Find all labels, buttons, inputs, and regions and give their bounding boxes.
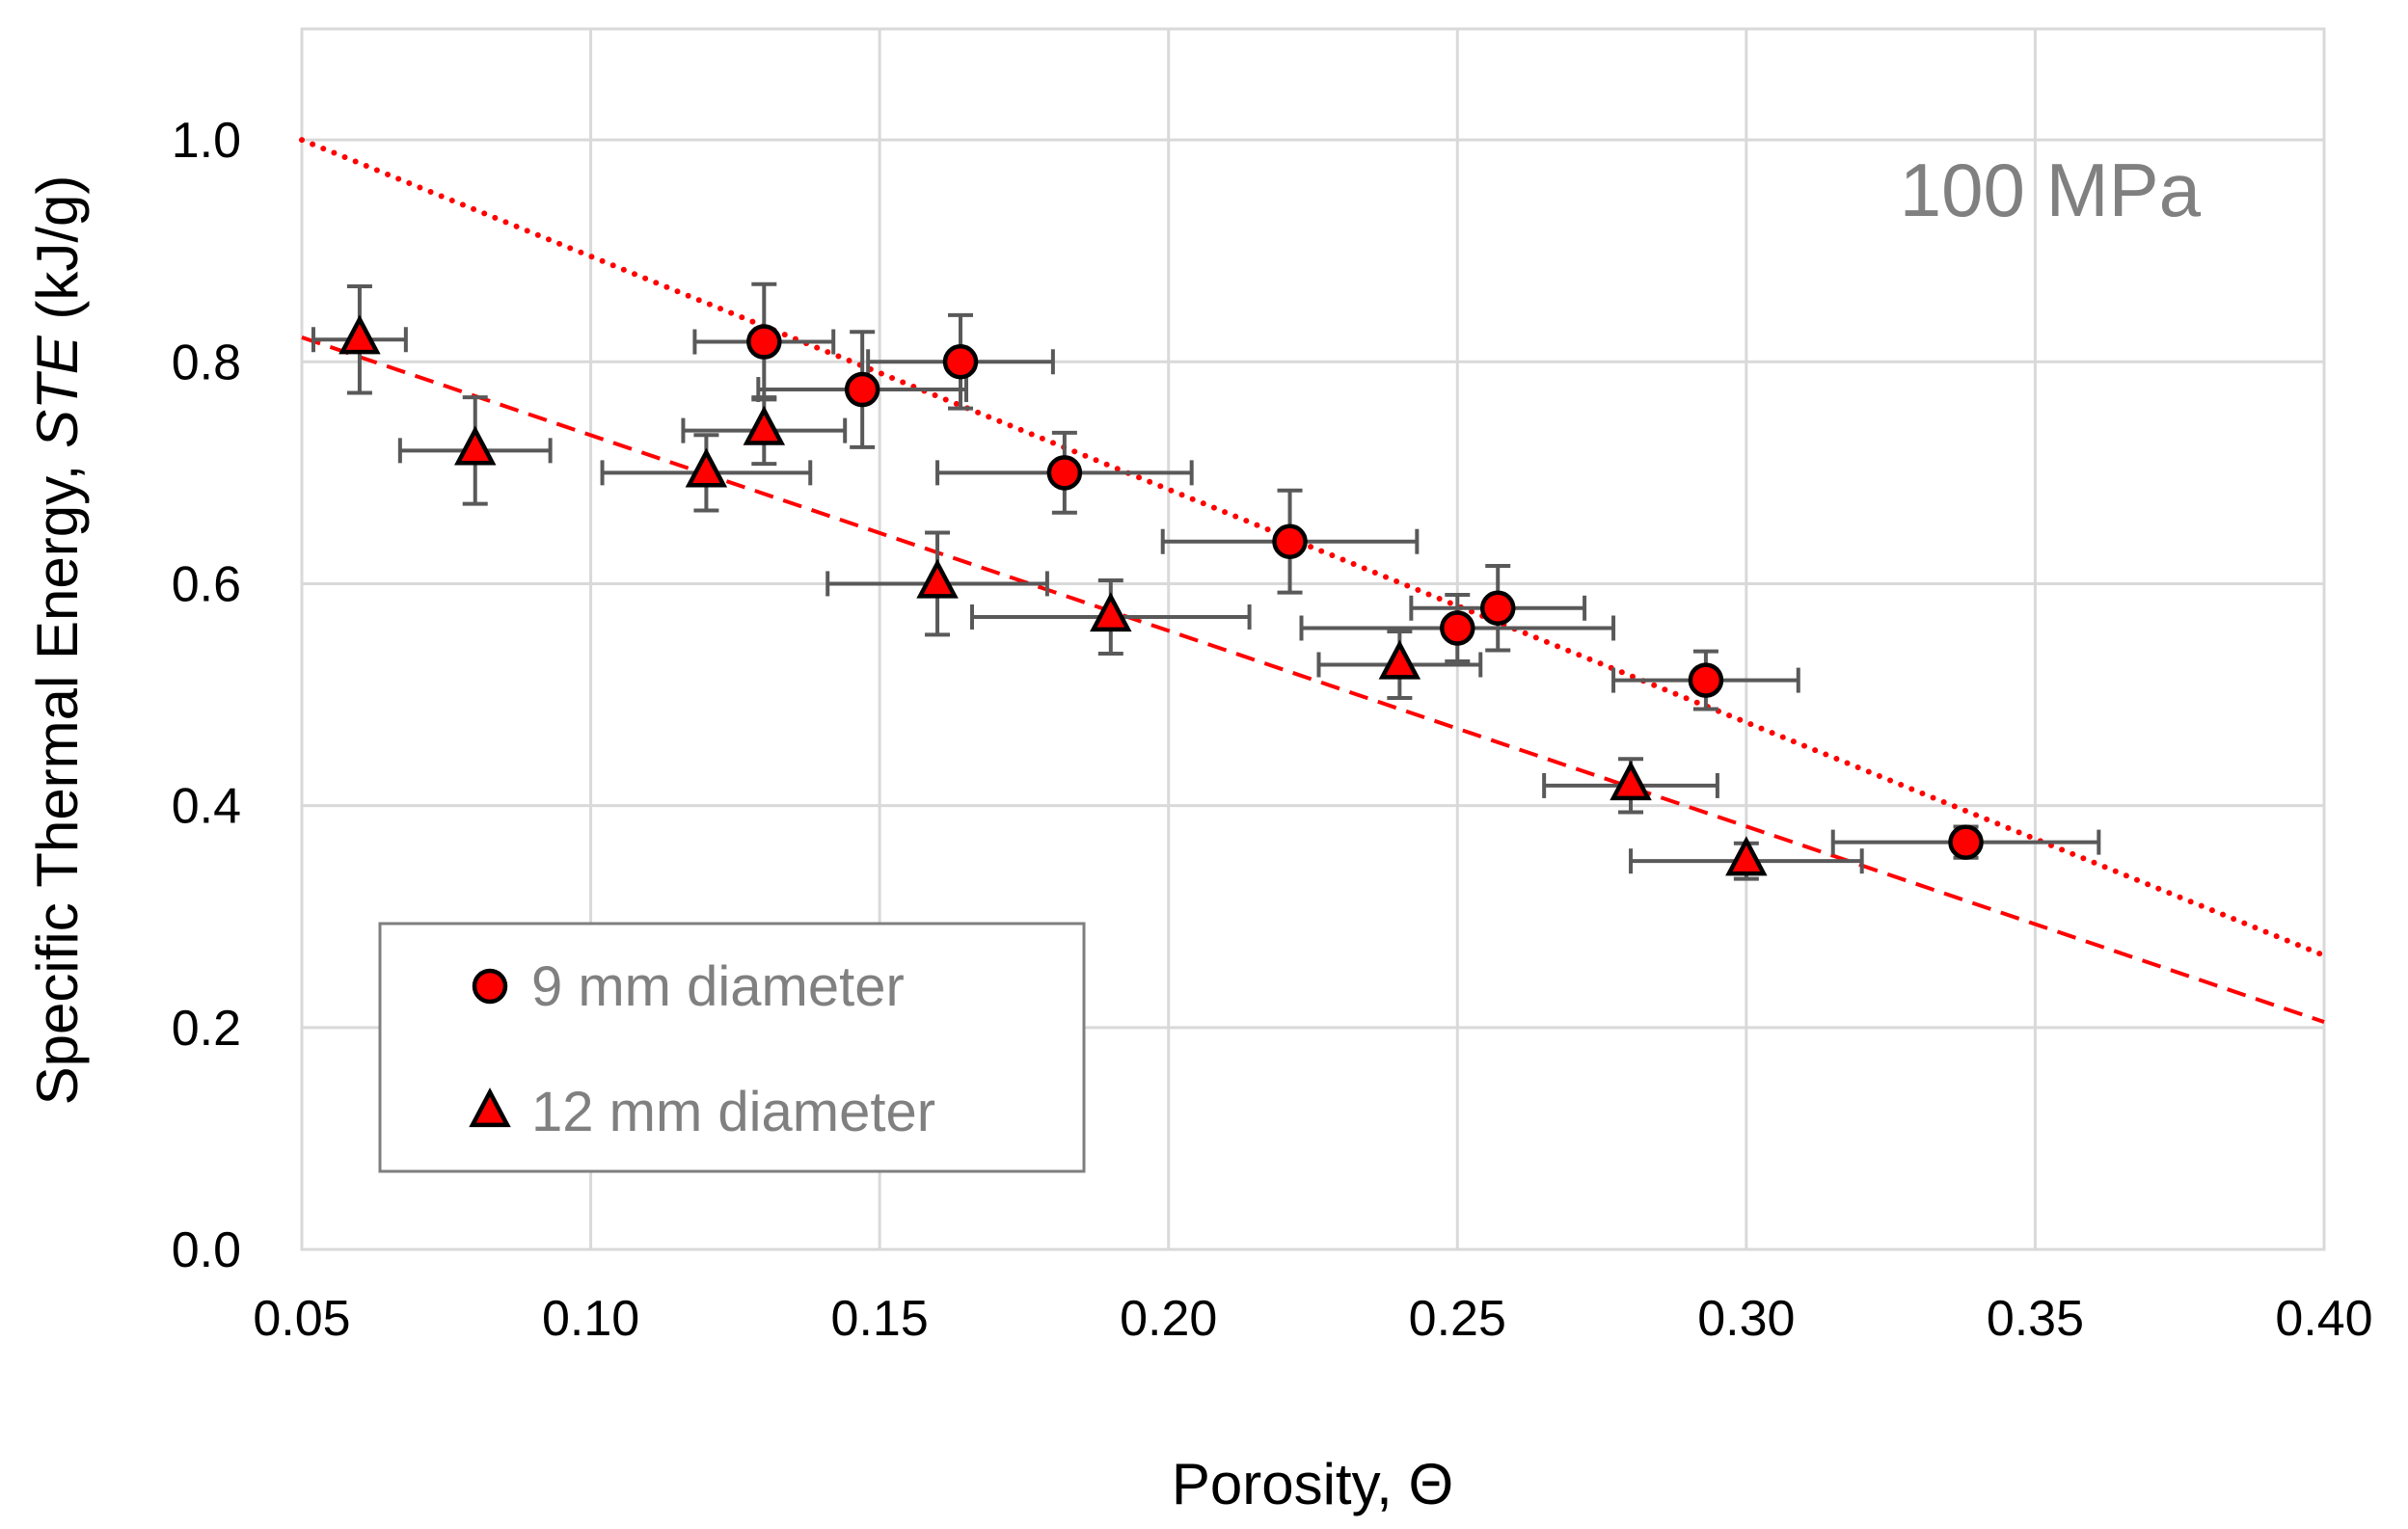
data-point-9mm xyxy=(1440,610,1475,646)
legend-label-9mm: 9 mm diameter xyxy=(531,955,905,1018)
x-axis-title: Porosity, Θ xyxy=(1172,1452,1453,1516)
trendline-12mm xyxy=(301,335,2325,1024)
legend-marker-9mm xyxy=(472,968,508,1005)
error-bars xyxy=(311,282,2101,881)
data-point-12mm xyxy=(1610,761,1652,801)
x-tick-label: 0.15 xyxy=(831,1291,929,1347)
legend-marker-12mm xyxy=(469,1087,511,1128)
y-tick-label: 0.6 xyxy=(172,556,241,612)
y-tick-label: 1.0 xyxy=(172,113,241,169)
data-markers xyxy=(338,314,1984,876)
data-point-12mm xyxy=(1090,592,1132,632)
data-point-9mm xyxy=(1046,455,1083,491)
legend-circle-marker xyxy=(472,968,508,1005)
pressure-annotation: 100 MPa xyxy=(1900,148,2202,232)
grid xyxy=(300,29,2326,1251)
data-point-9mm xyxy=(1479,590,1516,627)
data-point-12mm xyxy=(743,405,786,445)
x-tick-label: 0.35 xyxy=(1987,1291,2084,1347)
legend: 9 mm diameter 12 mm diameter xyxy=(378,922,1086,1173)
data-point-12mm xyxy=(1725,836,1768,876)
y-tick-label: 0.4 xyxy=(172,779,241,835)
y-tick-label: 0.0 xyxy=(172,1222,241,1278)
data-point-9mm xyxy=(746,324,782,360)
data-point-12mm xyxy=(1378,639,1421,680)
data-point-12mm xyxy=(338,314,381,355)
data-point-9mm xyxy=(1948,824,1984,860)
y-axis-title: Specific Thermal Energy, STE (kJ/g) xyxy=(25,175,90,1106)
data-point-12mm xyxy=(454,425,497,466)
data-point-9mm xyxy=(1688,662,1724,698)
legend-label-12mm: 12 mm diameter xyxy=(531,1081,935,1143)
x-tick-label: 0.40 xyxy=(2275,1291,2372,1347)
x-tick-label: 0.20 xyxy=(1120,1291,1217,1347)
legend-triangle-marker xyxy=(469,1087,511,1128)
x-axis-ticks: 0.05 0.10 0.15 0.20 0.25 0.30 0.35 0.40 xyxy=(253,1291,2372,1347)
x-tick-label: 0.30 xyxy=(1697,1291,1795,1347)
y-tick-label: 0.8 xyxy=(172,335,241,390)
data-point-12mm xyxy=(916,558,959,599)
data-point-12mm xyxy=(685,447,728,488)
y-axis-ticks: 0.0 0.2 0.4 0.6 0.8 1.0 xyxy=(172,113,241,1278)
data-point-9mm xyxy=(844,371,880,408)
trendline-9mm xyxy=(299,137,2327,959)
plot-frame xyxy=(300,27,2326,1251)
data-point-9mm xyxy=(942,344,979,380)
x-tick-label: 0.10 xyxy=(542,1291,639,1347)
x-tick-label: 0.05 xyxy=(253,1291,350,1347)
y-tick-label: 0.2 xyxy=(172,1001,241,1057)
legend-box xyxy=(378,922,1086,1173)
x-tick-label: 0.25 xyxy=(1409,1291,1506,1347)
data-point-9mm xyxy=(1272,523,1308,559)
trendlines xyxy=(299,137,2327,1024)
